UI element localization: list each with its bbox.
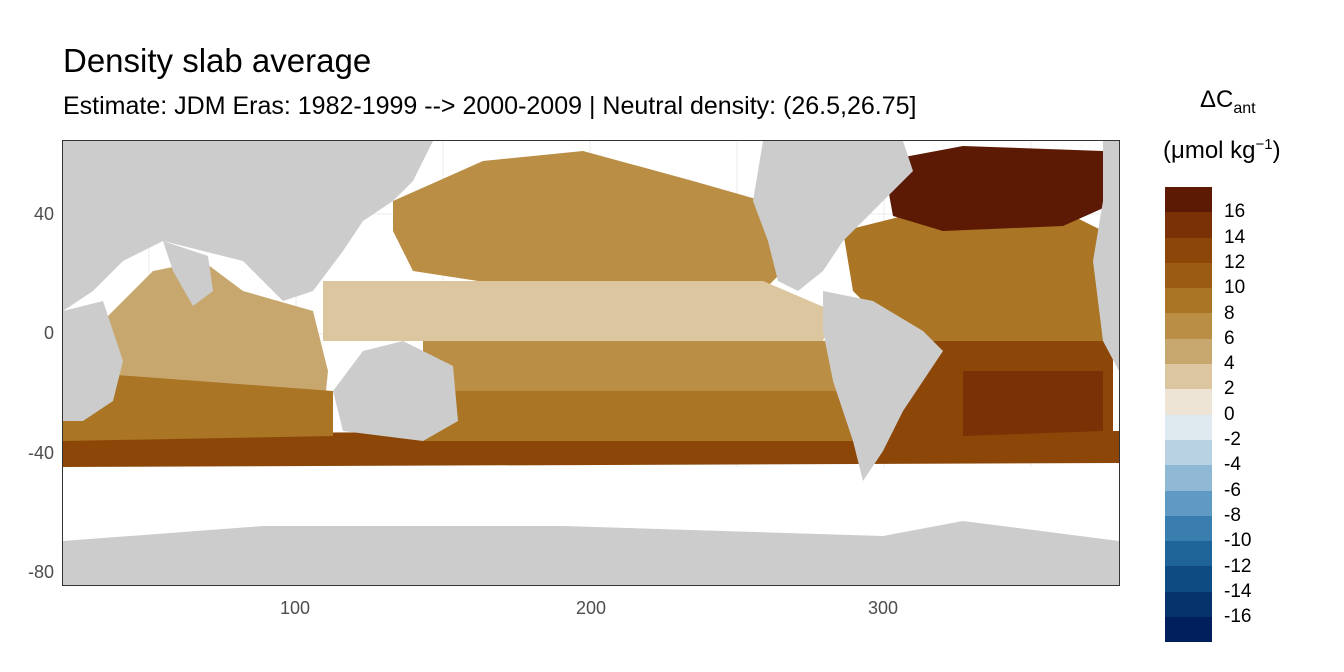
legend-label: 12 [1224,251,1246,273]
legend-label: 10 [1224,277,1246,299]
legend-swatch [1165,541,1212,567]
land-antarctica [63,521,1119,585]
ocean-indian-south [63,371,333,441]
map-svg [63,141,1119,585]
legend-swatch [1165,288,1212,314]
legend-label: 16 [1224,201,1246,223]
legend-swatch [1165,187,1212,213]
map-panel [62,140,1120,586]
legend-label: -2 [1224,429,1241,450]
legend-swatch [1165,465,1212,491]
legend-unit: (μmol kg−1) [1163,136,1281,164]
legend-swatch [1165,237,1212,263]
legend-label: 0 [1224,403,1235,425]
legend-swatch [1165,566,1212,592]
y-tick-label: -80 [27,562,54,582]
legend-colorbar [1165,187,1212,643]
x-tick-label: 200 [575,598,607,618]
legend-swatch [1165,338,1212,365]
land-asia [63,141,433,311]
legend-swatch [1165,490,1212,516]
land-africa [63,301,123,421]
legend-label: -10 [1224,530,1252,552]
legend-swatch [1165,439,1212,466]
legend-swatch [1165,212,1212,238]
land-australia [333,341,458,441]
x-tick-label: 100 [279,598,311,618]
y-tick-label: 40 [33,204,54,224]
legend-title: ΔCant [1200,86,1256,117]
legend-label: -14 [1224,580,1252,602]
legend-label: 8 [1224,302,1235,324]
y-tick-label: 0 [43,323,54,343]
y-tick-label: -40 [27,443,54,463]
land [63,141,1119,585]
legend-label: -16 [1224,606,1252,628]
legend-swatch [1165,313,1212,339]
ocean-atlantic-subpolar [883,146,1119,231]
land-north-america [753,141,913,291]
land-india [163,241,213,306]
legend-swatch [1165,591,1212,618]
land-south-america [823,291,943,481]
legend-label: 2 [1224,378,1235,400]
legend-label: 14 [1224,226,1246,248]
legend-label: -4 [1224,454,1241,476]
x-tick-label: 300 [867,598,899,618]
legend-swatch [1165,364,1212,390]
legend-label: -6 [1224,479,1241,501]
legend-swatch [1165,389,1212,415]
legend-swatch [1165,414,1212,440]
ocean-north-pacific [393,151,793,291]
legend-label: -8 [1224,504,1241,526]
legend-label: -12 [1224,555,1252,577]
legend-label: 6 [1224,327,1235,349]
plot-subtitle: Estimate: JDM Eras: 1982-1999 --> 2000-2… [63,92,917,120]
plot-title: Density slab average [63,42,372,79]
ocean-pacific-south [423,341,843,401]
ocean-pacific-southern [423,391,853,441]
legend-swatch [1165,515,1212,542]
ocean-atlantic-south-core [963,371,1103,436]
ocean-atlantic-north [843,211,1103,341]
legend-swatch [1165,262,1212,289]
legend-label: 4 [1224,353,1235,375]
ocean-pacific-equatorial [323,281,833,341]
legend-swatch [1165,617,1212,643]
land-africa-east [1093,141,1119,371]
